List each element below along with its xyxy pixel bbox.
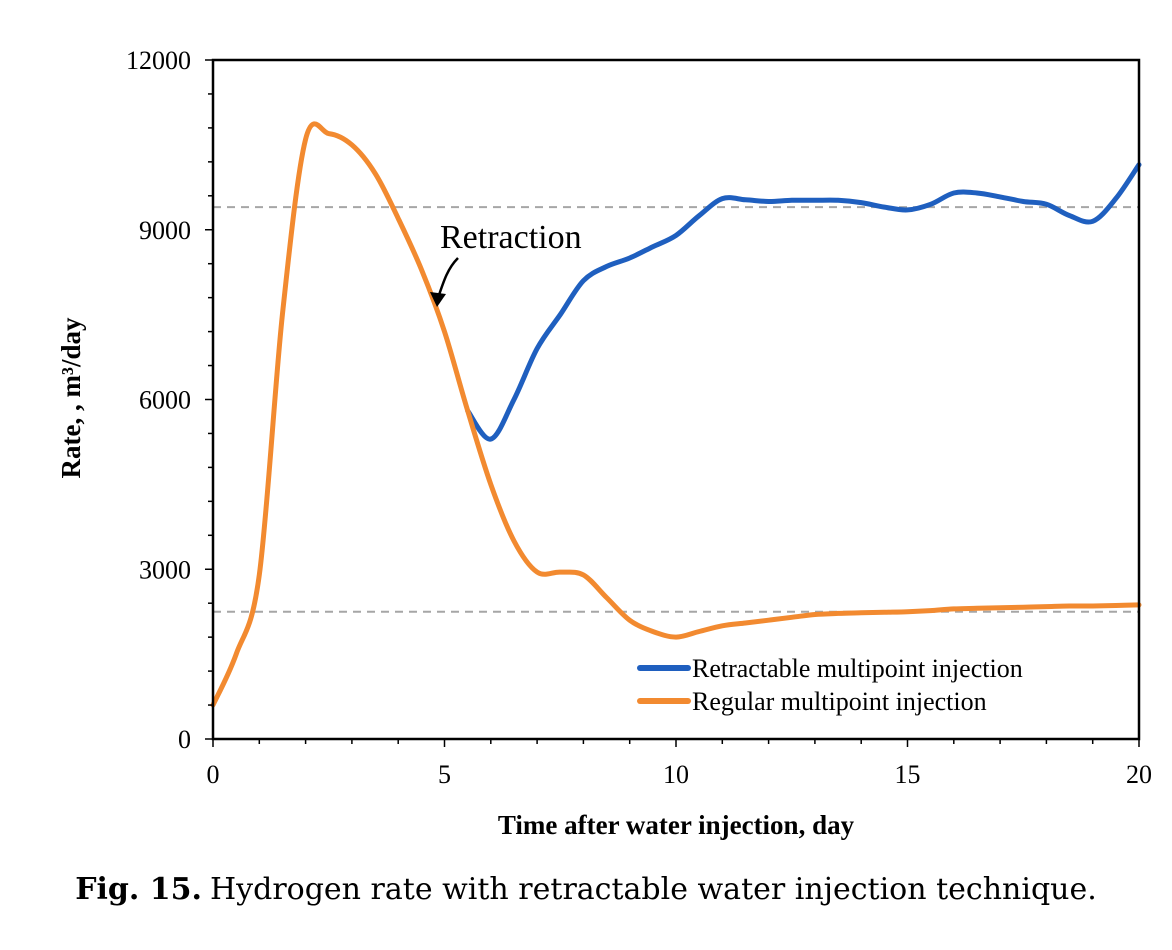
x-tick-label: 0 <box>207 760 220 789</box>
y-tick-label: 6000 <box>139 386 191 415</box>
y-tick-label: 3000 <box>139 555 191 584</box>
chart-svg: 0 5 10 15 20 0 3000 6000 9000 12000 Rate, , m³/da… <box>56 46 1152 840</box>
tick-labels: 0 5 10 15 20 0 3000 6000 9000 12000 <box>126 46 1152 789</box>
series-line-regular <box>210 121 1142 708</box>
x-tick-label: 15 <box>895 760 921 789</box>
reference-lines <box>213 206 1139 613</box>
legend-label-regular: Regular multipoint injection <box>692 687 987 716</box>
retraction-annotation: Retraction <box>430 219 582 307</box>
y-axis-title: Rate, , m³/day <box>56 317 86 479</box>
x-tick-label: 5 <box>438 760 451 789</box>
y-tick-label: 12000 <box>126 46 191 75</box>
legend: Retractable multipoint injection Regular… <box>637 654 1023 716</box>
x-axis-title: Time after water injection, day <box>498 810 855 840</box>
legend-label-retractable: Retractable multipoint injection <box>692 654 1023 683</box>
y-tick-label: 9000 <box>139 216 191 245</box>
y-tick-label: 0 <box>178 725 191 754</box>
annotation-arrow <box>436 257 459 299</box>
x-tick-label: 10 <box>663 760 689 789</box>
annotation-arrowhead <box>430 292 446 307</box>
annotation-text: Retraction <box>440 219 582 256</box>
series-lines <box>210 121 1142 708</box>
figure-caption: Fig. 15. Hydrogen rate with retractable w… <box>0 872 1172 907</box>
caption-text: Hydrogen rate with retractable water inj… <box>210 872 1097 907</box>
series-line-retractable <box>465 162 1142 442</box>
x-tick-label: 20 <box>1126 760 1152 789</box>
caption-label: Fig. 15. <box>75 872 202 907</box>
axis-ticks <box>205 59 1140 747</box>
